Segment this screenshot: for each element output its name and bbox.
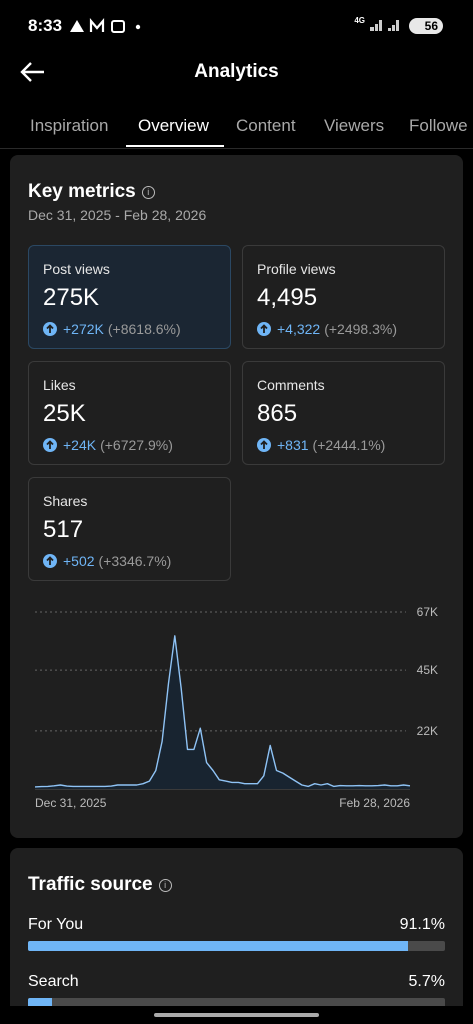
source-track: [28, 998, 445, 1008]
tab-separator: [0, 148, 473, 149]
home-indicator[interactable]: [154, 1013, 319, 1017]
source-bar: [28, 941, 408, 951]
metric-value: 275K: [43, 284, 100, 311]
y-tick-label: 67K: [417, 605, 438, 619]
metric-label: Comments: [257, 377, 325, 393]
y-tick-label: 45K: [417, 663, 438, 677]
change-value: +831: [277, 437, 309, 453]
metric-card[interactable]: Shares 517 +502 (+3346.7%): [28, 477, 231, 581]
metric-value: 865: [257, 400, 298, 427]
section-title-text: Traffic source: [28, 874, 153, 895]
info-icon[interactable]: i: [141, 186, 155, 199]
change-value: +24K: [63, 437, 97, 453]
info-icon[interactable]: i: [158, 879, 172, 892]
change-percent: (+2444.1%): [312, 437, 386, 453]
metric-change: +502 (+3346.7%): [43, 553, 171, 569]
section-title-text: Key metrics: [28, 181, 136, 202]
tab[interactable]: Viewers: [324, 116, 385, 135]
network-label: 4G: [354, 16, 365, 25]
section-title: Traffic source i: [28, 874, 172, 896]
change-percent: (+6727.9%): [100, 437, 173, 453]
section-title: Key metrics i: [28, 181, 155, 203]
metric-label: Shares: [43, 493, 88, 509]
x-label: Dec 31, 2025: [35, 796, 107, 810]
metric-value: 517: [43, 516, 84, 543]
chart: 22K 45K 67K Dec 31, 2025 Feb 28, 2026: [34, 605, 438, 810]
change-value: +4,322: [277, 321, 321, 337]
back-button[interactable]: [18, 60, 48, 84]
line: [34, 635, 411, 788]
source-bar: [28, 998, 52, 1008]
key-metrics-card: Key metrics i Dec 31, 2025 - Feb 28, 2026…: [10, 155, 463, 838]
metric-label: Post views: [43, 261, 110, 277]
up-icon: [43, 438, 57, 452]
metric-change: +24K (+6727.9%): [43, 437, 173, 453]
change-percent: (+8618.6%): [107, 321, 181, 337]
change-percent: (+2498.3%): [324, 321, 397, 337]
metric-card[interactable]: Comments 865 +831 (+2444.1%): [242, 361, 445, 465]
source-percent: 91.1%: [399, 916, 445, 933]
metric-value: 25K: [43, 400, 86, 427]
page-title: Analytics: [194, 61, 279, 82]
metric-card[interactable]: Profile views 4,495 +4,322 (+2498.3%): [242, 245, 445, 349]
up-icon: [43, 322, 57, 336]
tab[interactable]: Followe: [409, 116, 468, 135]
status-icons: [70, 18, 141, 33]
metric-value: 4,495: [257, 284, 318, 311]
source-name: Search: [28, 973, 79, 990]
tab[interactable]: Overview: [138, 116, 209, 135]
metric-change: +831 (+2444.1%): [257, 437, 385, 453]
traffic-card: Traffic source i: [10, 848, 463, 1024]
change-value: +502: [63, 553, 95, 569]
up-icon: [257, 322, 271, 336]
source-percent: 5.7%: [408, 973, 445, 990]
up-icon: [257, 438, 271, 452]
tab[interactable]: Content: [236, 116, 296, 135]
area: [35, 635, 410, 789]
date-range: Dec 31, 2025 - Feb 28, 2026: [28, 207, 207, 223]
battery: 56: [408, 18, 443, 34]
metric-card[interactable]: Post views 275K +272K (+8618.6%): [28, 245, 231, 349]
signal-icons: [370, 20, 399, 31]
y-tick-label: 22K: [417, 724, 438, 738]
metric-label: Profile views: [257, 261, 336, 277]
status-time: 8:33: [28, 16, 63, 35]
x-label: Feb 28, 2026: [339, 796, 410, 810]
source-name: For You: [28, 916, 84, 933]
active-tab-indicator: [126, 145, 224, 147]
tab[interactable]: Inspiration: [30, 116, 109, 135]
metric-change: +4,322 (+2498.3%): [257, 321, 397, 337]
metric-card[interactable]: Likes 25K +24K (+6727.9%): [28, 361, 231, 465]
source-track: [28, 941, 445, 951]
change-percent: (+3346.7%): [98, 553, 172, 569]
change-value: +272K: [63, 321, 104, 337]
up-icon: [43, 554, 57, 568]
metric-label: Likes: [43, 377, 76, 393]
metric-change: +272K (+8618.6%): [43, 321, 181, 337]
